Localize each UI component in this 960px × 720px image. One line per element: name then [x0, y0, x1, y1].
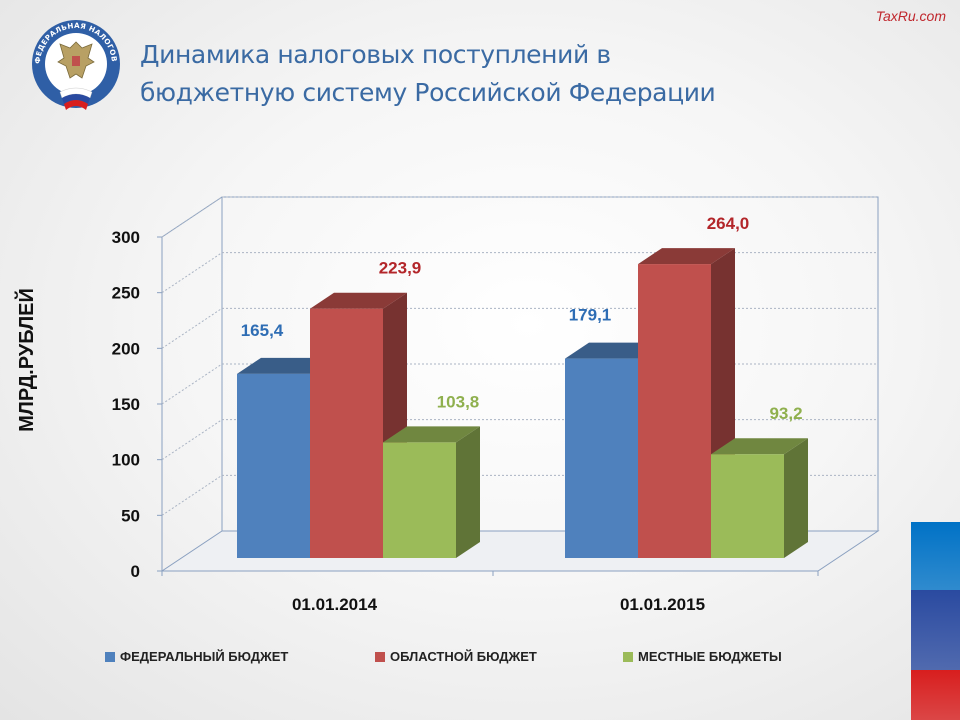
bar-2-1 — [310, 308, 383, 558]
bar-3-2 — [711, 454, 784, 558]
legend-swatch — [623, 651, 633, 662]
y-tick-label: 200 — [112, 339, 140, 358]
legend-swatch — [105, 651, 115, 662]
legend-item: ОБЛАСТНОЙ БЮДЖЕТ — [375, 649, 537, 664]
bar-1-1 — [237, 373, 310, 558]
bar-3-1 — [383, 442, 456, 558]
data-label: 179,1 — [569, 306, 612, 325]
y-tick-label: 50 — [121, 506, 140, 525]
y-tick-label: 250 — [112, 284, 140, 303]
legend-item: МЕСТНЫЕ БЮДЖЕТЫ — [623, 649, 782, 664]
title-line-1: Динамика налоговых поступлений в — [140, 40, 611, 69]
data-label: 93,2 — [769, 404, 802, 423]
legend-item: ФЕДЕРАЛЬНЫЙ БЮДЖЕТ — [105, 649, 288, 664]
watermark-text: TaxRu.com — [875, 8, 946, 24]
bar-top — [383, 426, 480, 443]
flag-stripe — [911, 670, 960, 720]
gridline-side — [161, 419, 223, 461]
page-title: Динамика налоговых поступлений в бюджетн… — [140, 36, 760, 112]
gridline-side — [161, 196, 223, 238]
bar-side — [456, 426, 480, 558]
flag-stripe — [911, 522, 960, 590]
legend-label: МЕСТНЫЕ БЮДЖЕТЫ — [638, 649, 782, 664]
data-label: 223,9 — [379, 259, 422, 278]
bar-top — [237, 357, 334, 374]
bar-top — [565, 342, 662, 359]
data-label: 264,0 — [707, 214, 750, 233]
bar-top — [310, 292, 407, 309]
legend-label: ФЕДЕРАЛЬНЫЙ БЮДЖЕТ — [120, 649, 289, 664]
x-tick-label: 01.01.2014 — [292, 595, 378, 614]
gridline-side — [161, 363, 223, 405]
y-tick-label: 150 — [112, 395, 140, 414]
legend-label: ОБЛАСТНОЙ БЮДЖЕТ — [390, 649, 537, 664]
bar-side — [784, 438, 808, 558]
bar-top — [638, 248, 735, 265]
gridline-side — [161, 474, 223, 516]
bar-top — [711, 438, 808, 455]
chart-legend: ФЕДЕРАЛЬНЫЙ БЮДЖЕТ ОБЛАСТНОЙ БЮДЖЕТ МЕСТНЫ… — [105, 649, 825, 669]
y-tick-label: 300 — [112, 228, 140, 247]
y-tick-label: 0 — [131, 562, 140, 581]
data-label: 165,4 — [241, 321, 284, 340]
gridline-side — [161, 307, 223, 349]
gridline-side — [161, 252, 223, 294]
data-label: 103,8 — [437, 392, 480, 411]
bar-1-2 — [565, 358, 638, 558]
title-line-2: бюджетную систему Российской Федерации — [140, 78, 716, 107]
fns-emblem-logo: ФЕДЕРАЛЬНАЯ НАЛОГОВАЯ СЛУЖБА — [30, 18, 120, 110]
x-tick-label: 01.01.2015 — [620, 595, 705, 614]
flag-stripe — [911, 590, 960, 670]
legend-swatch — [375, 651, 385, 662]
bar-2-2 — [638, 264, 711, 558]
y-tick-label: 100 — [112, 451, 140, 470]
